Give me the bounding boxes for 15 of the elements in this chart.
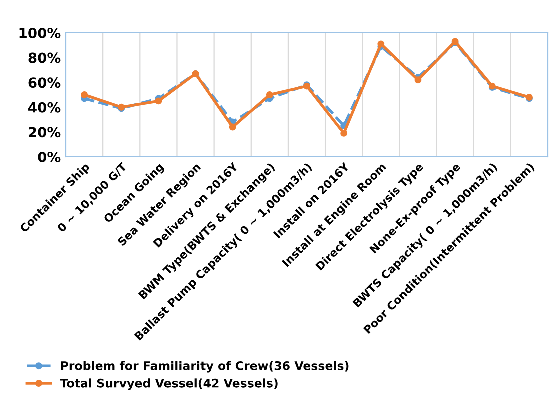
point — [378, 40, 385, 48]
point — [340, 130, 348, 137]
point — [81, 92, 88, 98]
point — [266, 92, 274, 98]
y-tick-label: 60% — [28, 78, 61, 88]
point — [414, 76, 422, 84]
point — [229, 124, 236, 131]
y-tick-label: 100% — [20, 28, 61, 38]
y-tick-label: 80% — [28, 52, 61, 64]
point — [155, 98, 162, 105]
y-tick-label: 20% — [28, 127, 61, 138]
y-tick-label: 40% — [28, 102, 61, 113]
legend-label: Total Survyed Vessel(42 Vessels) — [60, 378, 278, 390]
y-tick-label: 0% — [38, 152, 61, 162]
legend-label: Problem for Familiarity of Crew(36 Vessels) — [61, 361, 349, 373]
